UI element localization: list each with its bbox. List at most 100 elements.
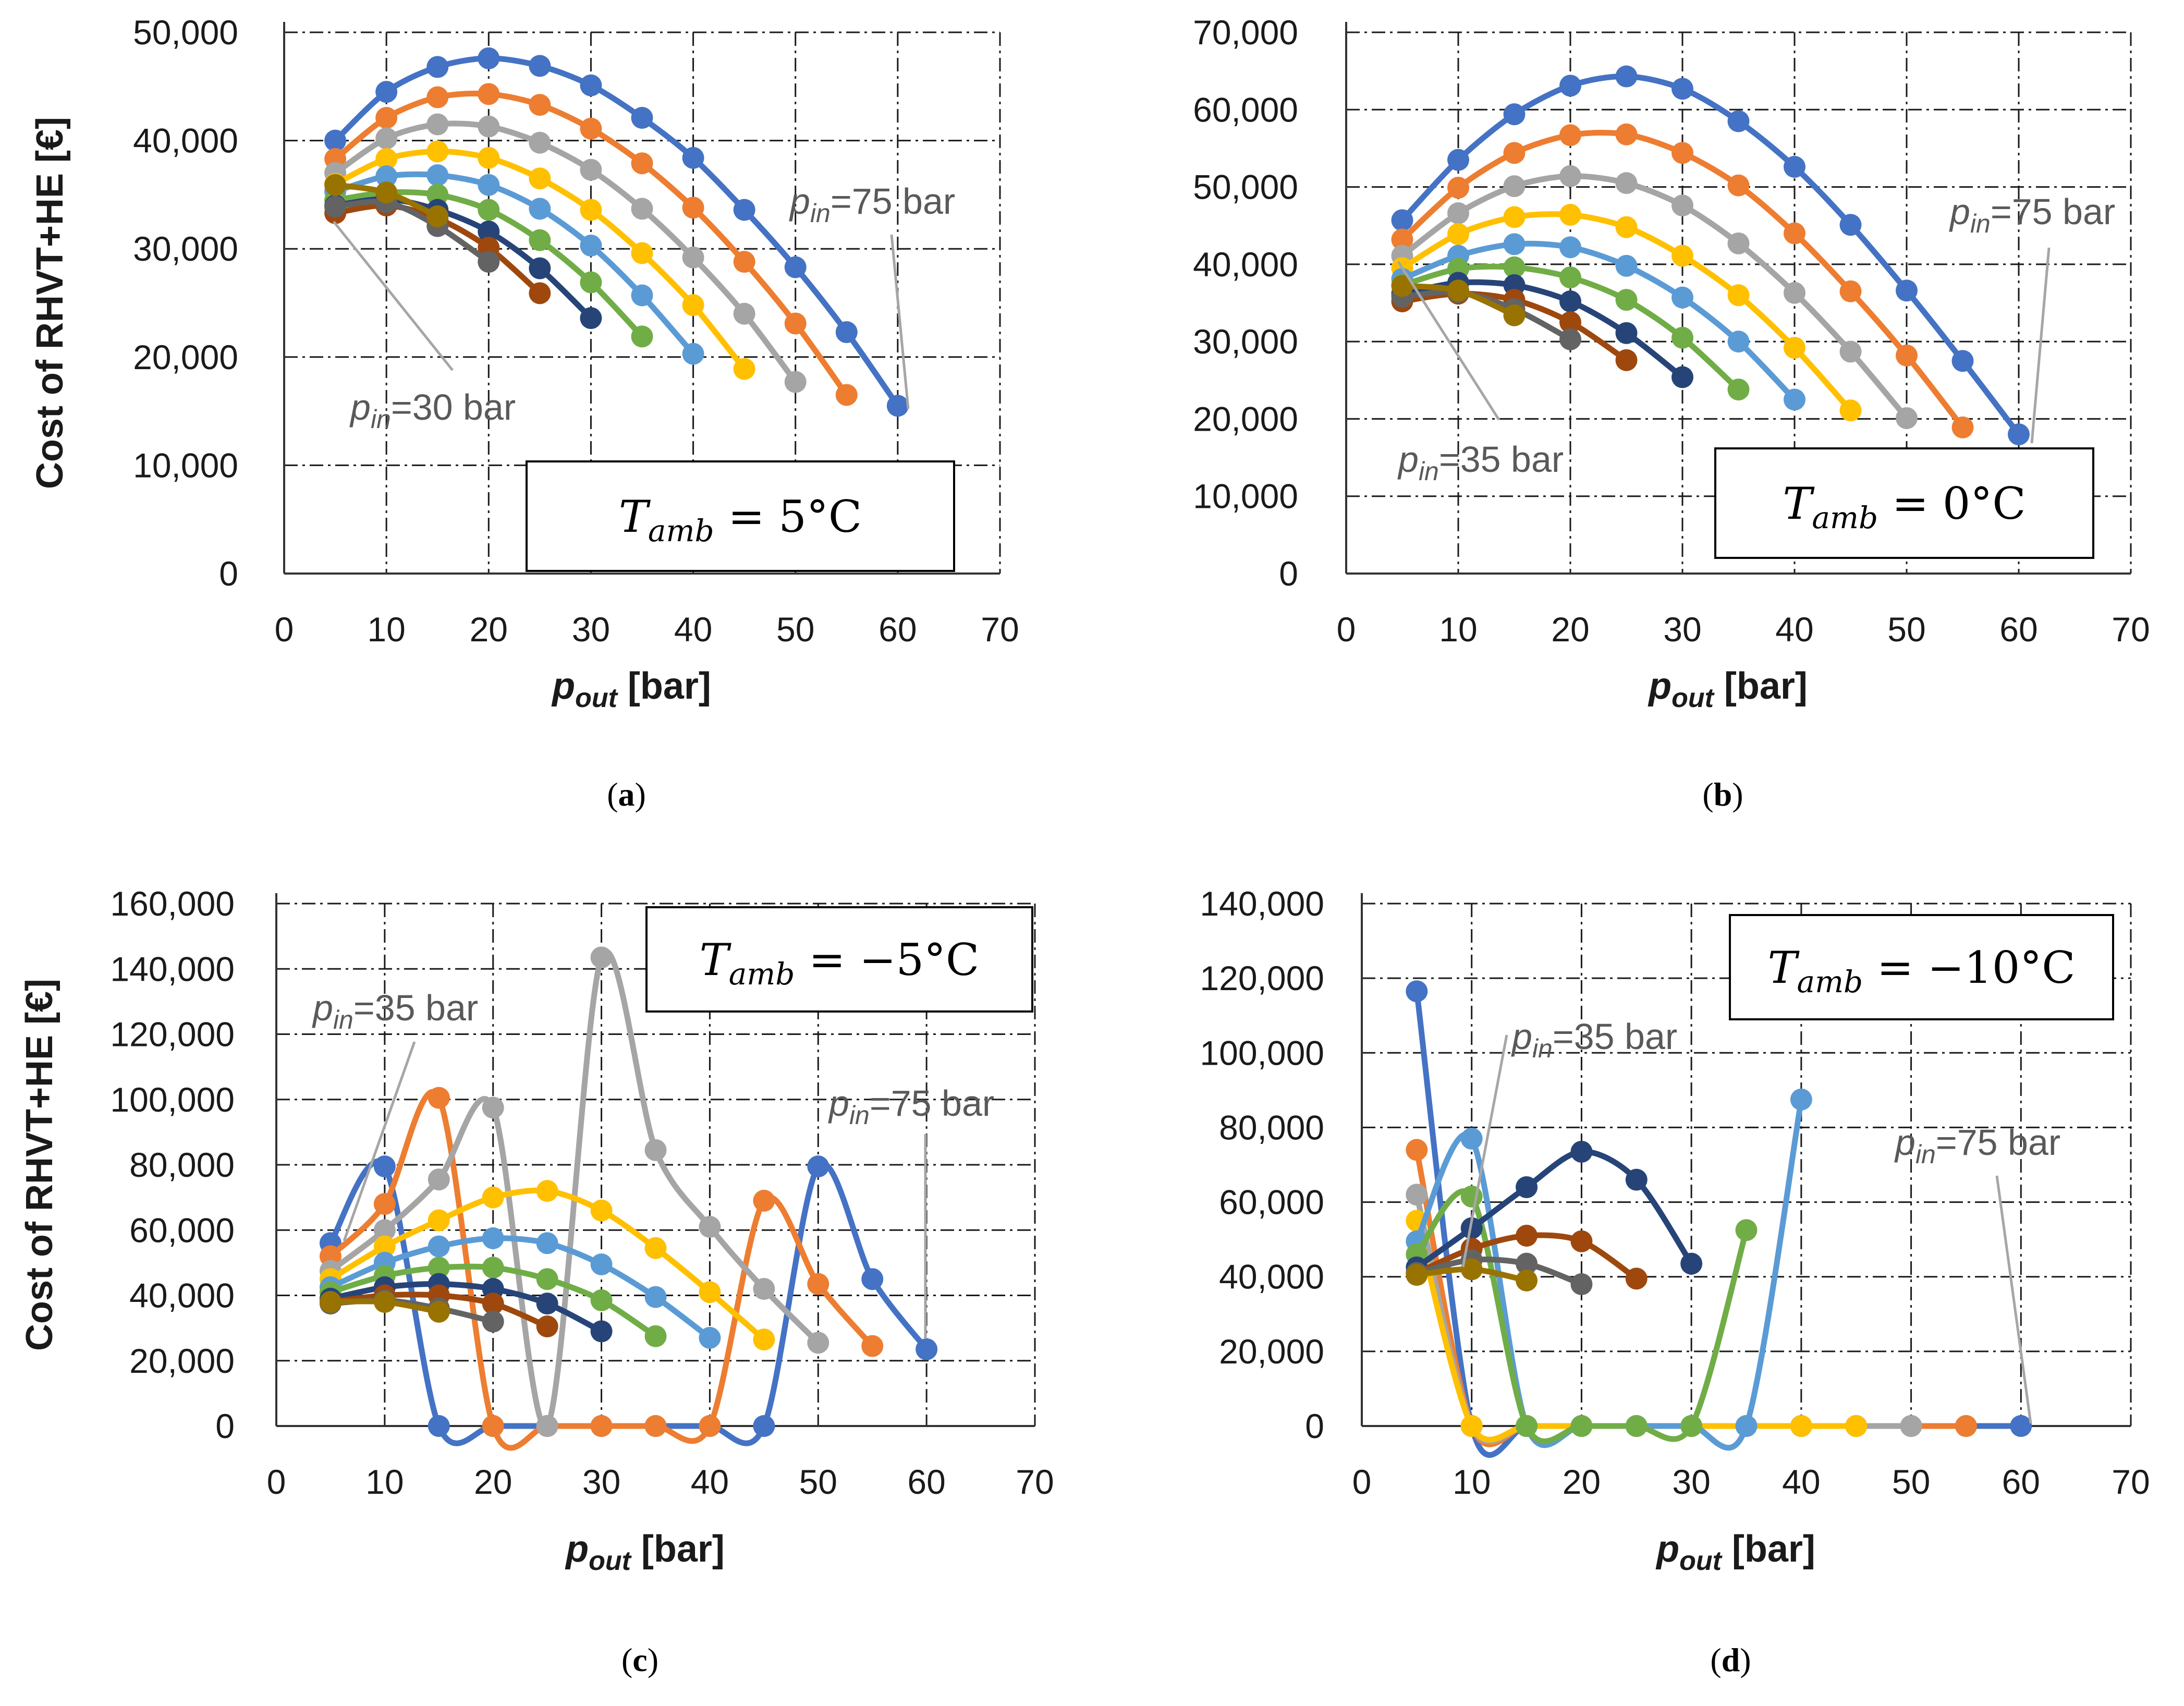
y-tick-label: 60,000: [1219, 1183, 1324, 1222]
x-tick-label: 20: [474, 1463, 512, 1501]
data-point: [1559, 165, 1581, 187]
x-tick-label: 40: [1782, 1463, 1820, 1501]
series-line: [332, 198, 492, 265]
data-point: [1951, 416, 1974, 438]
x-tick-label: 20: [470, 610, 508, 649]
data-point: [428, 1168, 450, 1191]
x-tick-label: 0: [1337, 610, 1356, 649]
data-point: [1447, 177, 1469, 199]
data-point: [590, 1253, 613, 1276]
x-tick-label: 70: [2112, 610, 2150, 649]
data-point: [1727, 284, 1750, 307]
data-point: [1516, 1224, 1538, 1247]
data-point: [1516, 1269, 1538, 1291]
y-tick-label: 10,000: [1193, 477, 1298, 516]
data-point: [375, 148, 398, 170]
series-group: [1406, 980, 2032, 1458]
x-tick-label: 0: [1352, 1463, 1372, 1501]
x-tick-label: 10: [1439, 610, 1477, 649]
data-point: [536, 1415, 558, 1437]
data-point: [1516, 1176, 1538, 1198]
series-2: [1391, 123, 1974, 438]
data-point: [1447, 279, 1469, 302]
data-point: [1790, 1088, 1812, 1111]
series-line: [1413, 988, 2024, 1458]
annotation-label: pin=35 bar: [312, 988, 478, 1034]
data-point: [590, 1289, 613, 1311]
series-line: [1413, 1217, 1859, 1443]
x-tick-label: 60: [907, 1463, 945, 1501]
data-point: [1790, 1415, 1812, 1437]
data-point: [644, 1139, 667, 1161]
data-point: [1727, 331, 1750, 353]
panel-caption: (c): [621, 1641, 658, 1678]
data-point: [1727, 174, 1750, 197]
x-tick-label: 50: [1887, 610, 1925, 649]
data-point: [1615, 322, 1638, 344]
data-point: [580, 307, 602, 330]
data-point: [373, 1193, 396, 1215]
data-point: [590, 946, 613, 969]
x-tick-label: 0: [275, 610, 294, 649]
x-tick-label: 70: [2112, 1463, 2150, 1501]
data-point: [1559, 328, 1581, 350]
y-tick-label: 30,000: [133, 229, 238, 268]
annotation-leader-line: [1397, 261, 1500, 421]
data-point: [536, 1180, 558, 1202]
data-point: [1503, 206, 1526, 228]
x-tick-label: 60: [1999, 610, 2037, 649]
data-point: [1503, 304, 1526, 326]
data-point: [1727, 110, 1750, 132]
data-point: [529, 131, 551, 154]
x-tick-label: 30: [1663, 610, 1701, 649]
data-point: [590, 1320, 613, 1343]
data-point: [375, 127, 398, 150]
data-point: [644, 1325, 667, 1347]
data-point: [1839, 280, 1862, 302]
data-point: [631, 198, 653, 220]
y-tick-label: 20,000: [133, 338, 238, 376]
ambient-temperature-box: [1714, 447, 2094, 559]
y-tick-label: 60,000: [1193, 90, 1298, 129]
data-point: [1391, 275, 1413, 297]
chart-panel-a: 0 10,000 20,000 30,000 40,000 50,000 0 10 20 30 40…: [29, 13, 1019, 813]
data-point: [580, 159, 602, 181]
data-point: [644, 1415, 667, 1437]
data-point: [580, 199, 602, 221]
data-point: [580, 234, 602, 257]
data-point: [1503, 175, 1526, 198]
series-group: [1391, 65, 2030, 446]
data-point: [861, 1335, 884, 1357]
data-point: [426, 140, 449, 163]
annotation-leader-line: [343, 1041, 416, 1241]
series-10: [319, 1291, 450, 1323]
series-1: [324, 47, 909, 417]
data-point: [1406, 980, 1428, 1003]
x-tick-label: 40: [691, 1463, 729, 1501]
series-line: [1413, 1257, 1584, 1287]
data-point: [529, 167, 551, 190]
series-1: [1406, 980, 2032, 1458]
data-point: [699, 1415, 721, 1437]
data-point: [835, 384, 858, 406]
y-tick-label: 20,000: [1219, 1332, 1324, 1371]
y-tick-label: 20,000: [1193, 399, 1298, 438]
data-point: [1559, 75, 1581, 97]
data-point: [1460, 1127, 1483, 1150]
data-point: [1406, 1184, 1428, 1206]
data-point: [733, 302, 755, 325]
data-point: [1447, 223, 1469, 246]
data-point: [753, 1277, 775, 1300]
data-point: [682, 197, 704, 219]
y-tick-label: 160,000: [110, 884, 235, 923]
data-point: [631, 284, 653, 307]
x-tick-label: 40: [1775, 610, 1813, 649]
data-point: [916, 1338, 938, 1360]
data-point: [1671, 194, 1693, 217]
data-point: [1671, 78, 1693, 100]
data-point: [861, 1268, 884, 1290]
data-point: [2008, 423, 2030, 446]
data-point: [580, 74, 602, 96]
x-tick-label: 50: [776, 610, 814, 649]
data-point: [1845, 1415, 1868, 1437]
